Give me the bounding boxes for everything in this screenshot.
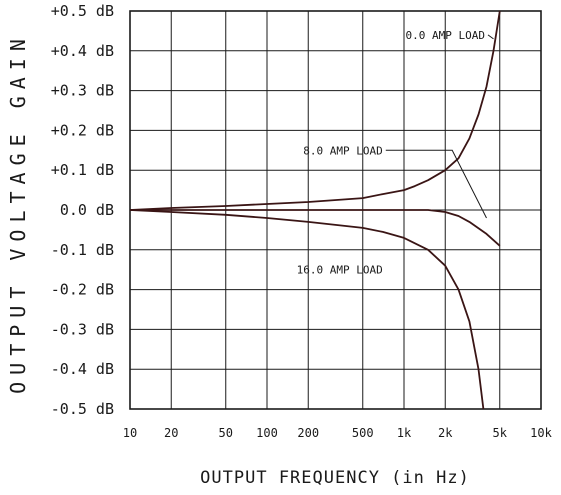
y-tick-label: -0.3 dB xyxy=(51,320,114,338)
y-tick-label: -0.1 dB xyxy=(51,241,114,259)
y-tick-label: +0.1 dB xyxy=(51,161,114,179)
annotations: 0.0 AMP LOAD 8.0 AMP LOAD 16.0 AMP LOAD xyxy=(297,29,494,277)
x-tick-label: 5k xyxy=(493,426,508,440)
annotation-label: 8.0 AMP LOAD xyxy=(303,144,382,157)
x-tick-label: 1k xyxy=(397,426,412,440)
x-tick-label: 200 xyxy=(297,426,319,440)
x-tick-label: 10k xyxy=(530,426,552,440)
x-tick-label: 2k xyxy=(438,426,453,440)
x-tick-label: 100 xyxy=(256,426,278,440)
series-line-1 xyxy=(130,209,501,247)
y-tick-label: +0.2 dB xyxy=(51,121,114,139)
y-tick-label: +0.5 dB xyxy=(51,2,114,20)
series-line-2 xyxy=(129,209,485,410)
series-line-0 xyxy=(129,10,501,211)
x-tick-labels: 10 20 50 100 200 500 1k 2k 5k 10k xyxy=(123,426,553,440)
annotation-label: 0.0 AMP LOAD xyxy=(405,29,484,42)
x-tick-label: 10 xyxy=(123,426,137,440)
y-tick-labels: +0.5 dB +0.4 dB +0.3 dB +0.2 dB +0.1 dB 0.0 d… xyxy=(51,2,114,418)
x-tick-label: 20 xyxy=(164,426,178,440)
x-tick-label: 50 xyxy=(219,426,233,440)
y-axis-title: OUTPUT VOLTAGE GAIN xyxy=(6,32,30,394)
y-tick-label: 0.0 dB xyxy=(60,201,114,219)
x-tick-label: 500 xyxy=(352,426,374,440)
y-tick-label: +0.3 dB xyxy=(51,82,114,100)
y-tick-label: -0.5 dB xyxy=(51,400,114,418)
annotation-leader-line xyxy=(385,149,487,219)
series-lines xyxy=(129,10,501,410)
y-tick-label: -0.4 dB xyxy=(51,360,114,378)
y-tick-label: -0.2 dB xyxy=(51,281,114,299)
y-tick-label: +0.4 dB xyxy=(51,42,114,60)
annotation-label: 16.0 AMP LOAD xyxy=(297,264,383,277)
annotation-leader-line xyxy=(487,34,494,40)
x-axis-title: OUTPUT FREQUENCY (in Hz) xyxy=(200,468,470,488)
